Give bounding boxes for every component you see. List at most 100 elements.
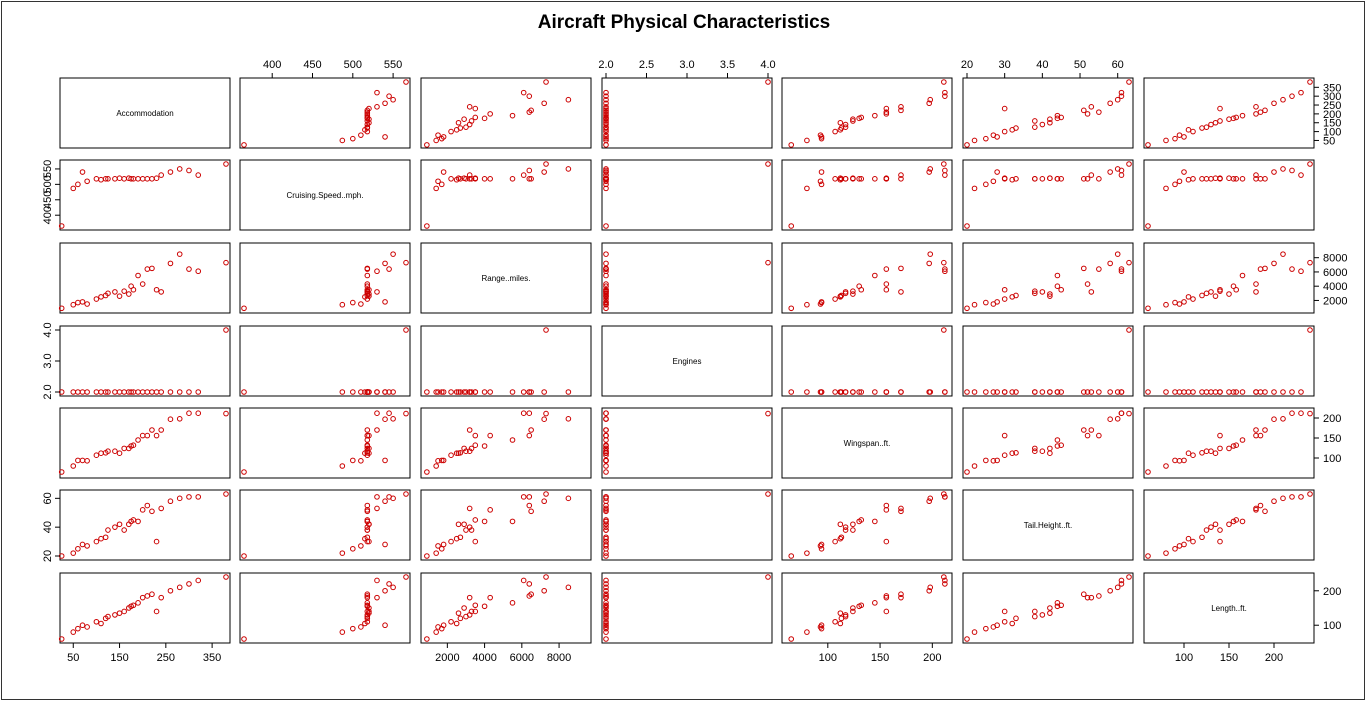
data-point-3-0-13 <box>128 389 134 395</box>
panel-4-3 <box>601 407 773 479</box>
data-point-3-2-0 <box>543 327 549 333</box>
data-point-0-4-22 <box>942 93 948 99</box>
data-point-4-5-11 <box>1032 445 1038 452</box>
data-point-3-5-25 <box>1001 389 1008 395</box>
panel-6-3 <box>601 572 773 644</box>
data-point-1-5-15 <box>1054 176 1061 182</box>
data-point-6-1-20 <box>382 587 388 594</box>
data-point-1-0-21 <box>176 166 183 172</box>
tick-label-left: 400 <box>42 206 54 224</box>
data-point-2-1-4 <box>358 301 364 307</box>
data-point-5-2-4 <box>435 543 441 549</box>
data-point-2-6-7 <box>1199 292 1205 299</box>
variable-label: Engines <box>673 357 702 366</box>
data-point-2-0-2 <box>70 301 77 308</box>
panel-3-6 <box>1143 325 1315 397</box>
panel-0-4 <box>781 77 953 149</box>
data-point-1-4-18 <box>898 176 904 182</box>
data-point-5-2-16 <box>487 507 493 513</box>
data-point-4-5-17 <box>1096 432 1102 439</box>
data-point-1-5-24 <box>994 169 1000 175</box>
data-point-4-2-25 <box>472 432 479 439</box>
data-point-6-2-10 <box>455 610 462 616</box>
data-point-3-6-15 <box>1239 389 1246 395</box>
data-point-6-0-17 <box>144 593 151 599</box>
data-point-4-5-14 <box>1058 442 1064 449</box>
tick-label-top: 3.0 <box>679 59 694 71</box>
data-point-4-5-23 <box>1118 410 1125 417</box>
data-point-6-1-17 <box>364 593 371 599</box>
data-point-6-4-19 <box>898 594 904 601</box>
data-point-2-6-1 <box>1145 305 1151 312</box>
data-point-2-5-22 <box>1118 266 1125 272</box>
data-point-3-0-5 <box>93 389 100 395</box>
data-point-5-4-21 <box>927 495 934 502</box>
data-point-1-2-15 <box>509 176 516 182</box>
tick-label-left: 500 <box>42 175 54 193</box>
data-point-3-2-8 <box>463 389 469 395</box>
data-point-3-0-24 <box>79 389 86 395</box>
data-point-1-6-1 <box>1145 223 1151 229</box>
data-point-4-6-14 <box>1233 442 1239 449</box>
data-point-2-6-6 <box>1185 294 1192 300</box>
data-point-3-0-0 <box>223 327 229 333</box>
data-point-0-4-24 <box>818 134 825 140</box>
tick-label-bottom: 8000 <box>547 652 571 664</box>
data-point-4-1-18 <box>364 427 371 433</box>
tick-label-left: 3.0 <box>42 353 54 368</box>
tick-label-bottom: 150 <box>871 652 889 664</box>
data-point-2-4-12 <box>850 291 856 297</box>
data-point-3-5-20 <box>1107 389 1113 395</box>
data-point-4-2-15 <box>509 437 516 443</box>
data-point-4-6-21 <box>1280 416 1286 422</box>
data-point-2-5-13 <box>1054 283 1061 289</box>
data-point-0-5-11 <box>1032 118 1038 124</box>
data-point-1-3-23 <box>603 172 609 178</box>
data-point-0-1-14 <box>364 114 371 121</box>
data-point-0-5-8 <box>1032 124 1038 130</box>
data-point-2-3-19 <box>603 289 609 295</box>
data-point-3-2-1 <box>424 389 430 395</box>
data-point-3-0-21 <box>176 389 183 395</box>
data-point-2-6-3 <box>1172 299 1178 306</box>
data-point-5-4-5 <box>832 538 838 545</box>
data-point-4-6-18 <box>1262 427 1268 433</box>
data-point-0-3-0 <box>765 79 771 85</box>
data-point-6-2-18 <box>528 591 534 598</box>
tick-label-bottom: 150 <box>1220 652 1238 664</box>
data-point-0-2-16 <box>487 111 493 117</box>
data-point-3-6-12 <box>1226 389 1232 395</box>
data-point-2-0-23 <box>195 268 202 275</box>
tick-label-right: 8000 <box>1323 253 1347 265</box>
data-point-5-3-0 <box>765 491 771 497</box>
data-point-0-4-10 <box>837 119 844 126</box>
data-point-6-0-4 <box>84 624 90 630</box>
data-point-3-1-6 <box>362 389 368 395</box>
data-point-4-5-1 <box>964 469 970 475</box>
data-point-3-0-22 <box>186 389 192 395</box>
data-point-1-3-25 <box>603 175 609 181</box>
data-point-6-0-5 <box>93 618 100 625</box>
data-point-2-4-0 <box>941 259 947 266</box>
data-point-0-6-3 <box>1172 135 1178 142</box>
data-point-2-4-14 <box>858 286 865 293</box>
data-point-6-5-15 <box>1054 600 1061 606</box>
data-point-4-2-24 <box>440 457 447 464</box>
data-point-6-5-7 <box>1013 615 1019 622</box>
data-point-6-1-21 <box>390 584 396 591</box>
data-point-0-5-2 <box>971 137 978 144</box>
data-point-2-4-20 <box>926 260 932 267</box>
tick-label-bottom: 2000 <box>435 652 459 664</box>
data-point-4-6-10 <box>1212 450 1219 457</box>
data-point-6-4-14 <box>858 602 865 609</box>
data-point-5-2-7 <box>457 534 464 541</box>
panel-0-1 <box>239 77 411 149</box>
data-point-4-5-15 <box>1054 437 1061 443</box>
data-point-2-1-19 <box>374 289 380 295</box>
tick-label-right: 50 <box>1323 135 1335 147</box>
data-point-2-1-16 <box>364 281 371 287</box>
data-point-4-2-16 <box>487 432 493 439</box>
data-point-0-4-19 <box>898 104 904 110</box>
data-point-6-0-3 <box>75 625 81 632</box>
tick-label-bottom: 100 <box>819 652 837 664</box>
